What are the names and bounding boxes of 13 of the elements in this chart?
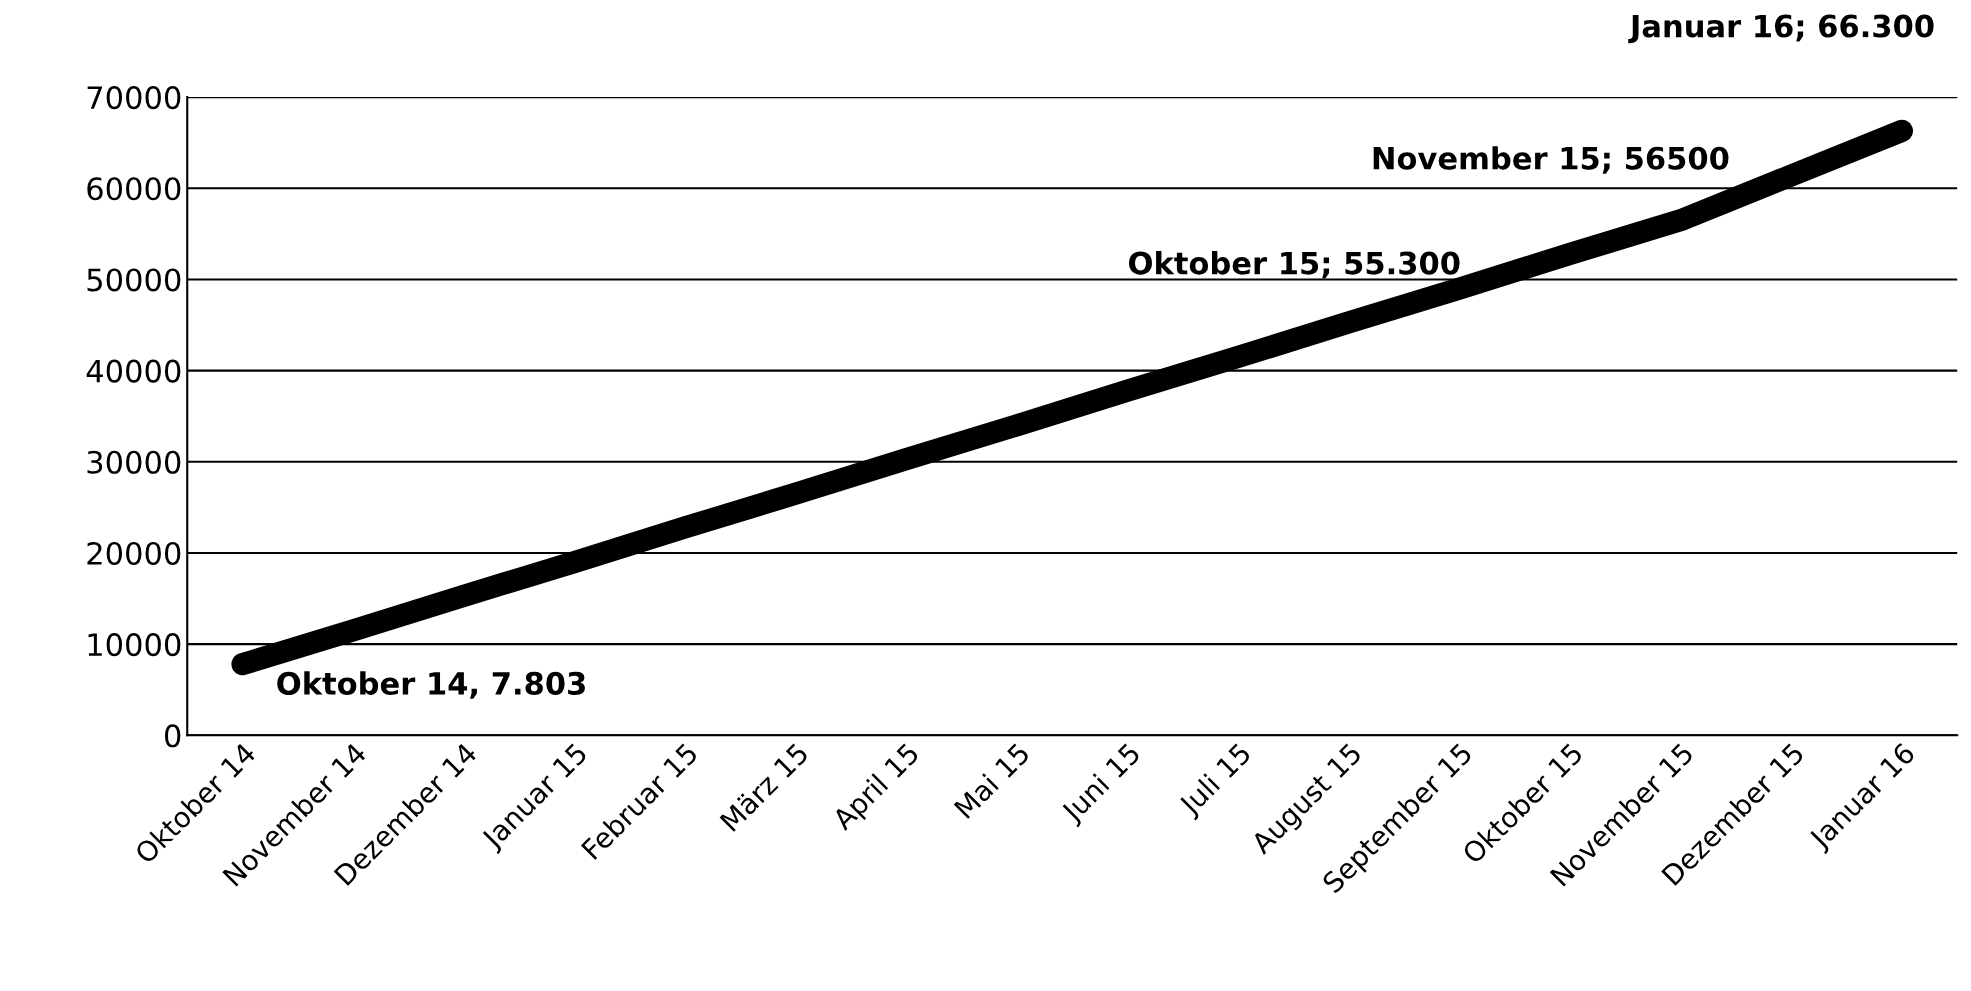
y-tick-label: 40000 xyxy=(86,359,181,383)
y-tick-label: 20000 xyxy=(87,541,181,566)
annotation: Oktober 14, 7.803 xyxy=(277,671,585,699)
annotation: Oktober 15; 55.300 xyxy=(1129,251,1460,279)
y-tick-label: 60000 xyxy=(87,177,181,201)
x-tick-label: Mai 15 xyxy=(953,741,1031,820)
y-tick-label: 70000 xyxy=(87,86,181,110)
y-tick-label: 30000 xyxy=(87,450,181,474)
annotation: November 15; 56500 xyxy=(1373,146,1729,174)
text: Januar 16; 66.300 xyxy=(1628,14,1934,44)
y-tick-label: 0 xyxy=(164,724,181,748)
y-tick-label: 10000 xyxy=(88,633,181,657)
y-tick-label: 50000 xyxy=(87,268,181,292)
